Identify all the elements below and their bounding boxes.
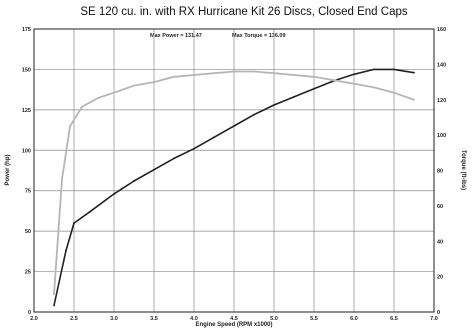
y-right-tick-label: 0 [437, 310, 440, 316]
series-group [53, 68, 415, 307]
power-point [73, 222, 75, 224]
y-right-tick-label: 160 [437, 27, 446, 33]
y-right-tick-label: 80 [437, 169, 443, 175]
y-right-tick-label: 140 [437, 62, 446, 68]
peak-torque-label: Max Torque = 136.09 [232, 33, 286, 39]
torque-point [293, 74, 295, 76]
torque-point [113, 91, 115, 94]
torque-point [313, 75, 315, 78]
power-point [53, 304, 55, 307]
y-right-tick-label: 20 [437, 275, 443, 281]
torque-point [133, 84, 135, 87]
y-left-tick-label: 150 [22, 67, 31, 73]
y-left-tick-label: 25 [25, 270, 31, 276]
power-point [373, 68, 375, 71]
x-tick-label: 6.5 [390, 316, 398, 322]
x-tick-label: 3.5 [150, 316, 158, 322]
y-left-tick-label: 75 [25, 189, 31, 195]
power-point [253, 113, 255, 116]
y-left-tick-label: 125 [22, 108, 31, 114]
torque-point [333, 79, 335, 82]
power-point [133, 180, 135, 182]
x-tick-label: 5.0 [270, 316, 278, 322]
power-point [65, 249, 67, 252]
x-tick-label: 5.5 [310, 316, 318, 322]
y-left-tick-label: 175 [22, 27, 31, 33]
y-left-tick-label: 50 [25, 229, 31, 235]
power-point [313, 87, 315, 90]
x-axis-label: Engine Speed (RPM x1000) [195, 322, 272, 328]
torque-point [253, 70, 255, 73]
x-tick-label: 2.5 [70, 316, 78, 322]
y-right-tick-label: 120 [437, 98, 446, 104]
torque-point [373, 86, 375, 89]
torque-point [173, 75, 175, 78]
power-point [113, 193, 115, 195]
power-point [213, 136, 215, 139]
torque-point [69, 125, 71, 128]
plot-frame [33, 28, 435, 313]
torque-point [393, 91, 395, 94]
x-tick-label: 6.0 [350, 316, 358, 322]
torque-point [213, 72, 215, 75]
chart-title: SE 120 cu. in. with RX Hurricane Kit 26 … [80, 6, 408, 18]
torque-point [233, 70, 235, 73]
torque-point [193, 74, 195, 76]
x-tick-label: 4.5 [230, 316, 238, 322]
power-point [193, 147, 195, 150]
y-axis-left-label: Power (hp) [5, 154, 11, 185]
y-right-tick-label: 60 [437, 204, 443, 210]
y-right-tick-label: 40 [437, 239, 443, 245]
power-curve [53, 68, 415, 306]
y-left-tick-label: 0 [28, 310, 31, 316]
power-point [293, 96, 295, 98]
power-point [233, 125, 235, 127]
peak-power-label: Max Power = 131.47 [150, 33, 202, 39]
power-point [353, 73, 355, 76]
y-left-tick-label: 100 [22, 148, 31, 154]
power-point [393, 68, 395, 71]
x-tick-label: 3.0 [110, 316, 118, 322]
x-tick-label: 4.0 [190, 316, 198, 322]
torque-point [61, 178, 63, 181]
torque-point [97, 97, 99, 99]
torque-point [353, 82, 355, 85]
x-tick-label: 7.0 [430, 316, 438, 322]
y-right-tick-label: 100 [437, 133, 446, 139]
x-tick-label: 2.0 [30, 316, 38, 322]
torque-point [413, 98, 415, 101]
power-point [413, 71, 415, 74]
y-axis-right-label: Torque (ft-lbs) [460, 150, 466, 190]
torque-point [53, 293, 55, 296]
axes: 2.0 2.5 3.0 3.5 4.0 4.5 5.0 5.5 6.0 6.5 7.00255075… [22, 27, 446, 322]
torque-point [273, 72, 275, 75]
torque-point [153, 81, 155, 83]
power-point [273, 104, 275, 106]
torque-point [81, 105, 83, 108]
power-point [153, 168, 155, 171]
power-point [173, 157, 175, 160]
power-point [89, 210, 91, 213]
